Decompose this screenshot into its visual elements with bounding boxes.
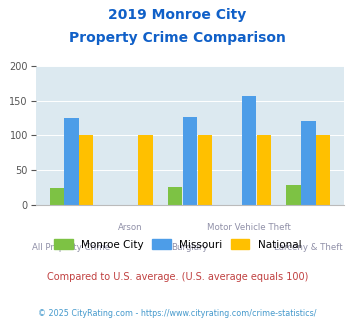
Bar [301,121,316,205]
Bar [64,118,78,205]
Bar [286,185,301,205]
Bar [183,116,197,205]
Bar [257,135,271,205]
Bar [50,188,64,205]
Bar [316,135,330,205]
Bar [79,135,93,205]
Legend: Monroe City, Missouri, National: Monroe City, Missouri, National [51,236,304,253]
Text: Arson: Arson [118,223,143,232]
Text: 2019 Monroe City: 2019 Monroe City [108,8,247,22]
Text: Property Crime Comparison: Property Crime Comparison [69,31,286,45]
Bar [198,135,212,205]
Bar [168,186,182,205]
Text: Motor Vehicle Theft: Motor Vehicle Theft [207,223,291,232]
Text: © 2025 CityRating.com - https://www.cityrating.com/crime-statistics/: © 2025 CityRating.com - https://www.city… [38,309,317,317]
Text: All Property Crime: All Property Crime [32,244,110,252]
Bar [138,135,153,205]
Bar [242,96,256,205]
Text: Burglary: Burglary [171,244,208,252]
Text: Larceny & Theft: Larceny & Theft [274,244,343,252]
Text: Compared to U.S. average. (U.S. average equals 100): Compared to U.S. average. (U.S. average … [47,272,308,282]
